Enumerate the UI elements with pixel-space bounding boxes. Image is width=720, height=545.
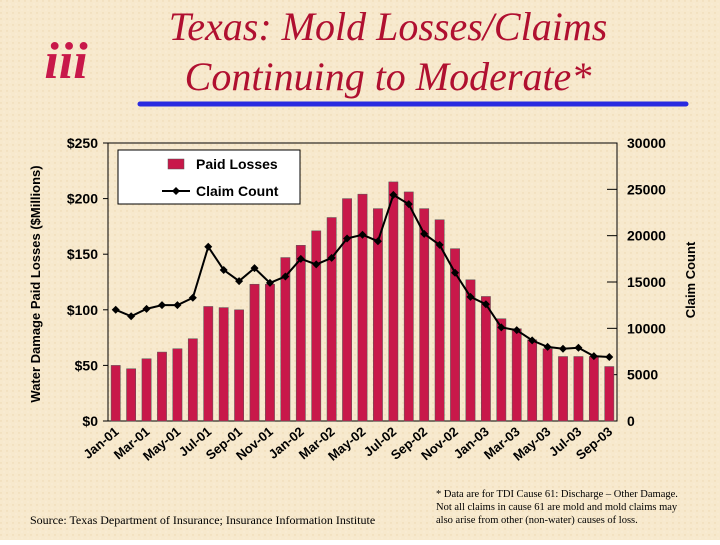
footnote-line: Not all claims in cause 61 are mold and … (436, 502, 678, 513)
marker (343, 234, 352, 243)
marker (142, 304, 151, 313)
bar (558, 356, 568, 422)
footnote-line: * Data are for TDI Cause 61: Discharge –… (436, 489, 678, 500)
marker (589, 352, 598, 361)
bar (203, 306, 214, 422)
bar (357, 193, 368, 422)
marker (204, 242, 213, 251)
title-line: Texas: Mold Losses/Claims (169, 4, 608, 49)
marker (219, 265, 228, 274)
y-tick-label: $150 (67, 246, 98, 262)
bar (588, 356, 599, 422)
marker (559, 344, 568, 353)
marker (250, 264, 259, 273)
y2-tick-label: 30000 (627, 135, 666, 151)
marker (281, 272, 290, 281)
bar (342, 198, 352, 422)
marker (605, 353, 614, 362)
marker (312, 260, 321, 269)
y2-axis-label: Claim Count (683, 241, 698, 318)
bar (403, 191, 414, 422)
bar (496, 318, 507, 422)
legend-label: Paid Losses (196, 156, 278, 172)
bar (573, 356, 584, 422)
y-tick-label: $200 (67, 191, 98, 207)
marker (451, 268, 460, 277)
bar (326, 217, 337, 422)
y-axis-label: Water Damage Paid Losses ($Millions) (28, 165, 43, 402)
bar (187, 338, 198, 422)
bar (450, 248, 460, 422)
bar (419, 208, 430, 422)
marker (512, 326, 521, 335)
bar (604, 366, 615, 422)
marker (373, 237, 382, 246)
bar (481, 296, 491, 422)
y-tick-label: $250 (67, 135, 98, 151)
marker (358, 230, 367, 239)
legend-marker (172, 187, 180, 195)
bar (388, 181, 399, 422)
y2-tick-label: 25000 (627, 181, 666, 197)
bar (511, 328, 522, 422)
marker (574, 343, 583, 352)
marker (296, 254, 305, 263)
bar (527, 339, 538, 422)
legend-label: Claim Count (196, 183, 279, 199)
y2-tick-label: 0 (627, 413, 635, 429)
bar (280, 257, 291, 422)
marker (235, 277, 244, 286)
y2-tick-label: 5000 (627, 367, 658, 383)
bar (234, 309, 244, 422)
bar (172, 348, 183, 422)
marker (265, 278, 274, 287)
y2-tick-label: 10000 (627, 320, 666, 336)
marker (481, 300, 490, 309)
bar (126, 368, 137, 422)
logo: iii (44, 33, 88, 90)
bar (249, 283, 260, 422)
marker (157, 301, 166, 310)
marker (389, 190, 398, 199)
bar (295, 245, 306, 422)
y-tick-label: $0 (82, 413, 98, 429)
marker (404, 200, 413, 209)
bar (542, 348, 553, 422)
marker (466, 292, 475, 301)
legend-box (117, 149, 301, 205)
bar (311, 230, 322, 422)
footnote-line: also arise from other (non-water) causes… (436, 515, 638, 526)
marker (127, 312, 136, 321)
marker (173, 301, 182, 310)
marker (420, 229, 429, 238)
bar (218, 307, 229, 422)
marker (435, 240, 444, 249)
legend-swatch (167, 158, 185, 170)
title-line: Continuing to Moderate* (185, 54, 592, 99)
marker (327, 253, 336, 262)
y-tick-label: $100 (67, 302, 98, 318)
bar (265, 283, 275, 422)
marker (528, 336, 537, 345)
marker (497, 323, 506, 332)
bar (373, 208, 383, 422)
marker (188, 293, 197, 302)
y2-tick-label: 20000 (627, 228, 666, 244)
bar (465, 279, 476, 422)
bar (434, 219, 445, 422)
marker (543, 342, 552, 351)
bar (141, 358, 152, 422)
y2-tick-label: 15000 (627, 274, 666, 290)
bar (110, 365, 121, 422)
marker (111, 305, 120, 314)
source: Source: Texas Department of Insurance; I… (30, 513, 375, 527)
bar (157, 351, 167, 422)
y-tick-label: $50 (75, 357, 99, 373)
